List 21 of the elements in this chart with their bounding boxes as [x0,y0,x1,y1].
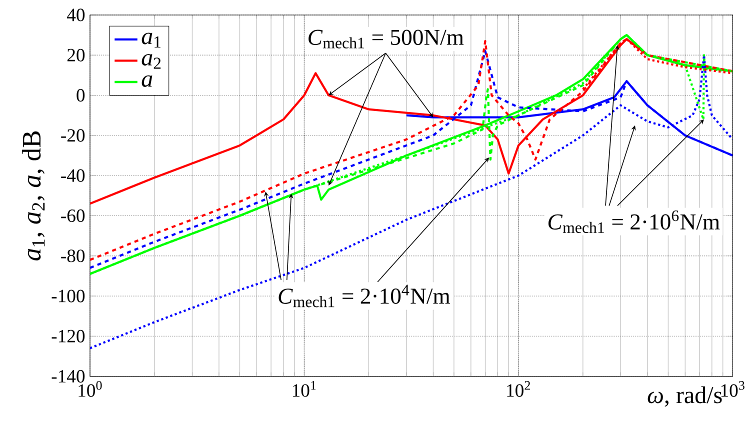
annotation: C$_{mech1}$ = 500N/m [308,30,464,48]
y-tick-label: -40 [61,169,85,182]
x-axis-title: ω, rad/s [648,386,722,407]
legend-label: a$_{2}$ [142,54,161,69]
y-tick-label: -120 [52,330,85,342]
y-tick-label: 40 [66,8,85,22]
y-tick-label: -100 [52,290,85,302]
y-tick-label: -80 [61,250,85,262]
y-tick-label: -140 [52,370,85,383]
y-tick-label: -20 [61,129,85,142]
x-tick-label: 10$^{2}$ [507,381,530,397]
y-tick-label: -60 [61,209,85,222]
annotation: C$_{mech1}$ = 2·10$^{6}$N/m [548,210,720,233]
x-tick-label: 10$^{1}$ [292,381,316,397]
annotation: C$_{mech1}$ = 2·10$^{4}$N/m [278,284,450,308]
y-tick-label: 0 [76,88,85,102]
legend-label: a$_{1}$ [142,32,160,48]
y-axis-title: a$_{1}$, a$_{2}$, a, dB [22,131,45,260]
x-tick-label: 10$^{3}$ [721,381,744,397]
legend-label: a [142,75,152,87]
y-tick-label: 20 [67,48,85,62]
